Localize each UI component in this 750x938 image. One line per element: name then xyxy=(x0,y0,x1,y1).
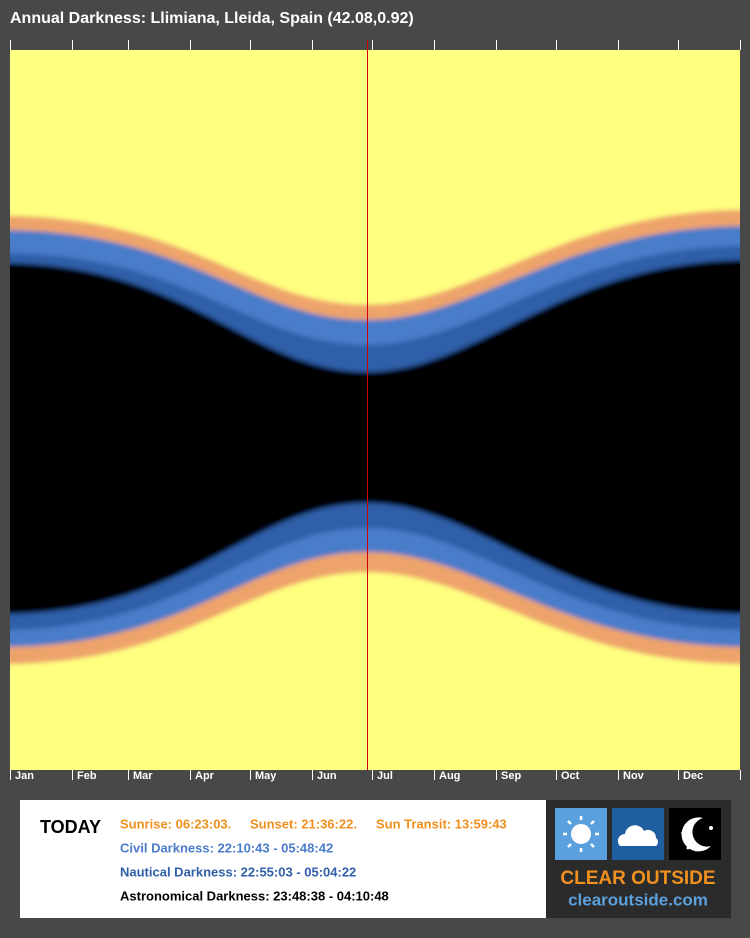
star xyxy=(709,826,713,830)
sun-disc xyxy=(571,824,591,844)
month-label: Aug xyxy=(439,770,460,782)
month-ticks xyxy=(10,40,741,780)
month-label: Mar xyxy=(133,770,153,782)
today-panel xyxy=(20,800,546,918)
month-label: Jul xyxy=(377,770,393,782)
darkness-bands xyxy=(10,210,740,664)
cloud xyxy=(617,825,658,846)
star xyxy=(681,831,685,835)
month-label: May xyxy=(255,770,277,782)
month-label: Nov xyxy=(623,770,645,782)
sun-transit: Sun Transit: 13:59:43 xyxy=(376,816,507,831)
month-label: Apr xyxy=(195,770,215,782)
moon-icon xyxy=(669,808,721,860)
month-label: Dec xyxy=(683,770,703,782)
today-label: TODAY xyxy=(40,817,101,837)
brand-url: clearoutside.com xyxy=(568,890,708,909)
astronomical-darkness: Astronomical Darkness: 23:48:38 - 04:10:… xyxy=(120,888,389,903)
sunrise: Sunrise: 06:23:03. xyxy=(120,816,231,831)
star xyxy=(686,846,690,850)
astronomical-band xyxy=(10,260,740,614)
civil-darkness: Civil Darkness: 22:10:43 - 05:48:42 xyxy=(120,840,333,855)
month-label: Jun xyxy=(317,770,337,782)
sun-rays xyxy=(563,816,599,852)
month-label: Sep xyxy=(501,770,521,782)
brand: CLEAR OUTSIDE xyxy=(560,868,715,889)
month-labels: Jan Feb Mar Apr May Jun Jul Aug Sep Oct Nov Dec xyxy=(15,770,703,782)
month-label: Feb xyxy=(77,770,97,782)
month-label: Jan xyxy=(15,770,34,782)
sunset: Sunset: 21:36:22. xyxy=(250,816,357,831)
logo: CLEAR OUTSIDE clearoutside.com xyxy=(546,800,731,918)
moon xyxy=(681,817,711,852)
title: Annual Darkness: Llimiana, Lleida, Spain… xyxy=(10,10,414,27)
month-label: Oct xyxy=(561,770,580,782)
nautical-darkness: Nautical Darkness: 22:55:03 - 05:04:22 xyxy=(120,864,356,879)
